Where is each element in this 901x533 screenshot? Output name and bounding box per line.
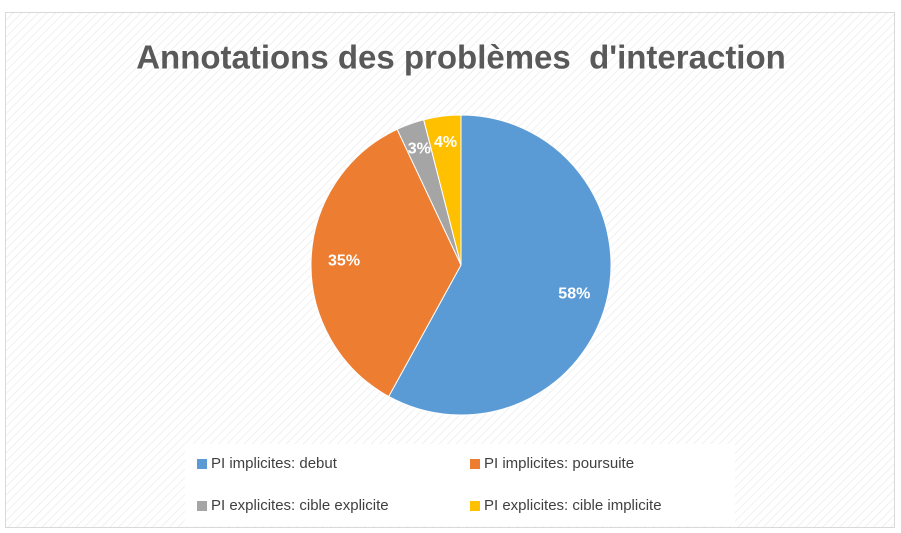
legend-swatch [197,459,207,469]
legend-label: PI explicites: cible implicite [484,497,662,514]
chart-title: Annotations des problèmes d'interaction [136,39,786,76]
legend-swatch [470,501,480,511]
pie-slice [310,128,462,398]
pie-slice [388,114,612,416]
data-label: 3% [408,140,431,157]
data-label: 58% [558,285,590,302]
legend [185,444,735,526]
legend-label: PI implicites: debut [211,455,338,472]
legend-swatch [197,501,207,511]
pie-slice [423,114,462,266]
legend-label: PI implicites: poursuite [484,455,634,472]
data-label: 4% [434,134,457,151]
legend-label: PI explicites: cible explicite [211,497,389,514]
data-label: 35% [328,253,360,270]
legend-swatch [470,459,480,469]
